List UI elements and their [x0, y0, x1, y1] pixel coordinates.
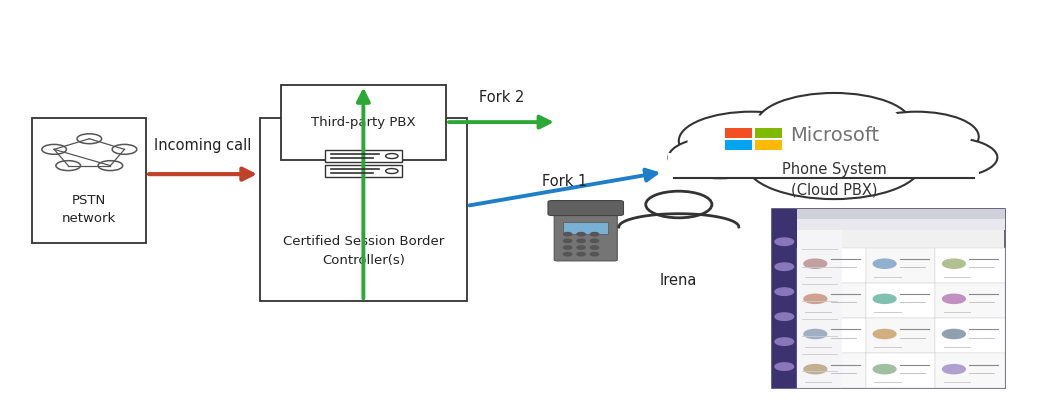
- Circle shape: [563, 253, 571, 256]
- Circle shape: [943, 329, 965, 339]
- Circle shape: [804, 365, 826, 374]
- Circle shape: [675, 139, 765, 176]
- FancyBboxPatch shape: [866, 283, 935, 318]
- Text: Incoming call: Incoming call: [155, 138, 252, 153]
- Circle shape: [904, 140, 991, 175]
- Text: Third-party PBX: Third-party PBX: [311, 116, 416, 129]
- Circle shape: [765, 97, 902, 152]
- FancyBboxPatch shape: [725, 140, 752, 150]
- Text: Fork 2: Fork 2: [479, 91, 524, 106]
- Circle shape: [669, 137, 772, 178]
- Circle shape: [590, 253, 598, 256]
- Circle shape: [873, 294, 896, 303]
- Circle shape: [898, 137, 998, 178]
- Text: Fork 1: Fork 1: [542, 174, 588, 189]
- Circle shape: [943, 365, 965, 374]
- FancyBboxPatch shape: [772, 210, 1005, 388]
- Circle shape: [804, 294, 826, 303]
- FancyBboxPatch shape: [281, 85, 446, 160]
- Circle shape: [873, 365, 896, 374]
- Text: Certified Session Border
Controller(s): Certified Session Border Controller(s): [283, 235, 444, 267]
- Circle shape: [775, 288, 793, 295]
- FancyBboxPatch shape: [563, 222, 608, 235]
- FancyBboxPatch shape: [796, 283, 866, 318]
- Circle shape: [775, 363, 793, 370]
- Circle shape: [757, 132, 912, 195]
- FancyBboxPatch shape: [796, 248, 866, 283]
- FancyBboxPatch shape: [935, 353, 1005, 388]
- FancyBboxPatch shape: [772, 210, 796, 388]
- FancyBboxPatch shape: [935, 248, 1005, 283]
- Circle shape: [854, 112, 979, 162]
- FancyBboxPatch shape: [554, 212, 617, 261]
- Circle shape: [563, 246, 571, 249]
- FancyBboxPatch shape: [755, 140, 782, 150]
- Circle shape: [775, 338, 793, 345]
- FancyBboxPatch shape: [866, 318, 935, 353]
- Text: Phone System
(Cloud PBX): Phone System (Cloud PBX): [782, 162, 887, 198]
- Circle shape: [563, 239, 571, 243]
- Circle shape: [679, 112, 823, 170]
- Circle shape: [775, 238, 793, 246]
- Circle shape: [688, 115, 815, 166]
- FancyBboxPatch shape: [772, 210, 1005, 219]
- FancyBboxPatch shape: [796, 230, 842, 388]
- Circle shape: [590, 233, 598, 236]
- Text: Irena: Irena: [661, 273, 698, 288]
- Circle shape: [590, 239, 598, 243]
- Circle shape: [577, 239, 585, 243]
- Circle shape: [943, 259, 965, 268]
- Circle shape: [873, 259, 896, 268]
- Circle shape: [590, 246, 598, 249]
- Circle shape: [577, 246, 585, 249]
- FancyBboxPatch shape: [796, 219, 1005, 230]
- Text: Microsoft: Microsoft: [790, 126, 879, 145]
- Circle shape: [943, 294, 965, 303]
- Circle shape: [775, 313, 793, 321]
- FancyBboxPatch shape: [796, 353, 866, 388]
- Circle shape: [577, 253, 585, 256]
- Circle shape: [804, 259, 826, 268]
- FancyBboxPatch shape: [548, 201, 623, 215]
- FancyBboxPatch shape: [32, 118, 146, 243]
- Circle shape: [873, 329, 896, 339]
- Circle shape: [563, 233, 571, 236]
- FancyBboxPatch shape: [935, 283, 1005, 318]
- Circle shape: [577, 233, 585, 236]
- Circle shape: [804, 329, 826, 339]
- FancyBboxPatch shape: [260, 118, 467, 301]
- FancyBboxPatch shape: [866, 248, 935, 283]
- FancyBboxPatch shape: [725, 127, 752, 138]
- Circle shape: [756, 93, 912, 155]
- FancyBboxPatch shape: [325, 165, 402, 177]
- Circle shape: [862, 115, 972, 159]
- FancyBboxPatch shape: [866, 353, 935, 388]
- Text: PSTN
network: PSTN network: [62, 194, 116, 225]
- Circle shape: [746, 128, 922, 199]
- FancyBboxPatch shape: [325, 150, 402, 162]
- Circle shape: [775, 263, 793, 270]
- FancyBboxPatch shape: [755, 127, 782, 138]
- FancyBboxPatch shape: [669, 153, 979, 178]
- FancyBboxPatch shape: [935, 318, 1005, 353]
- FancyBboxPatch shape: [796, 318, 866, 353]
